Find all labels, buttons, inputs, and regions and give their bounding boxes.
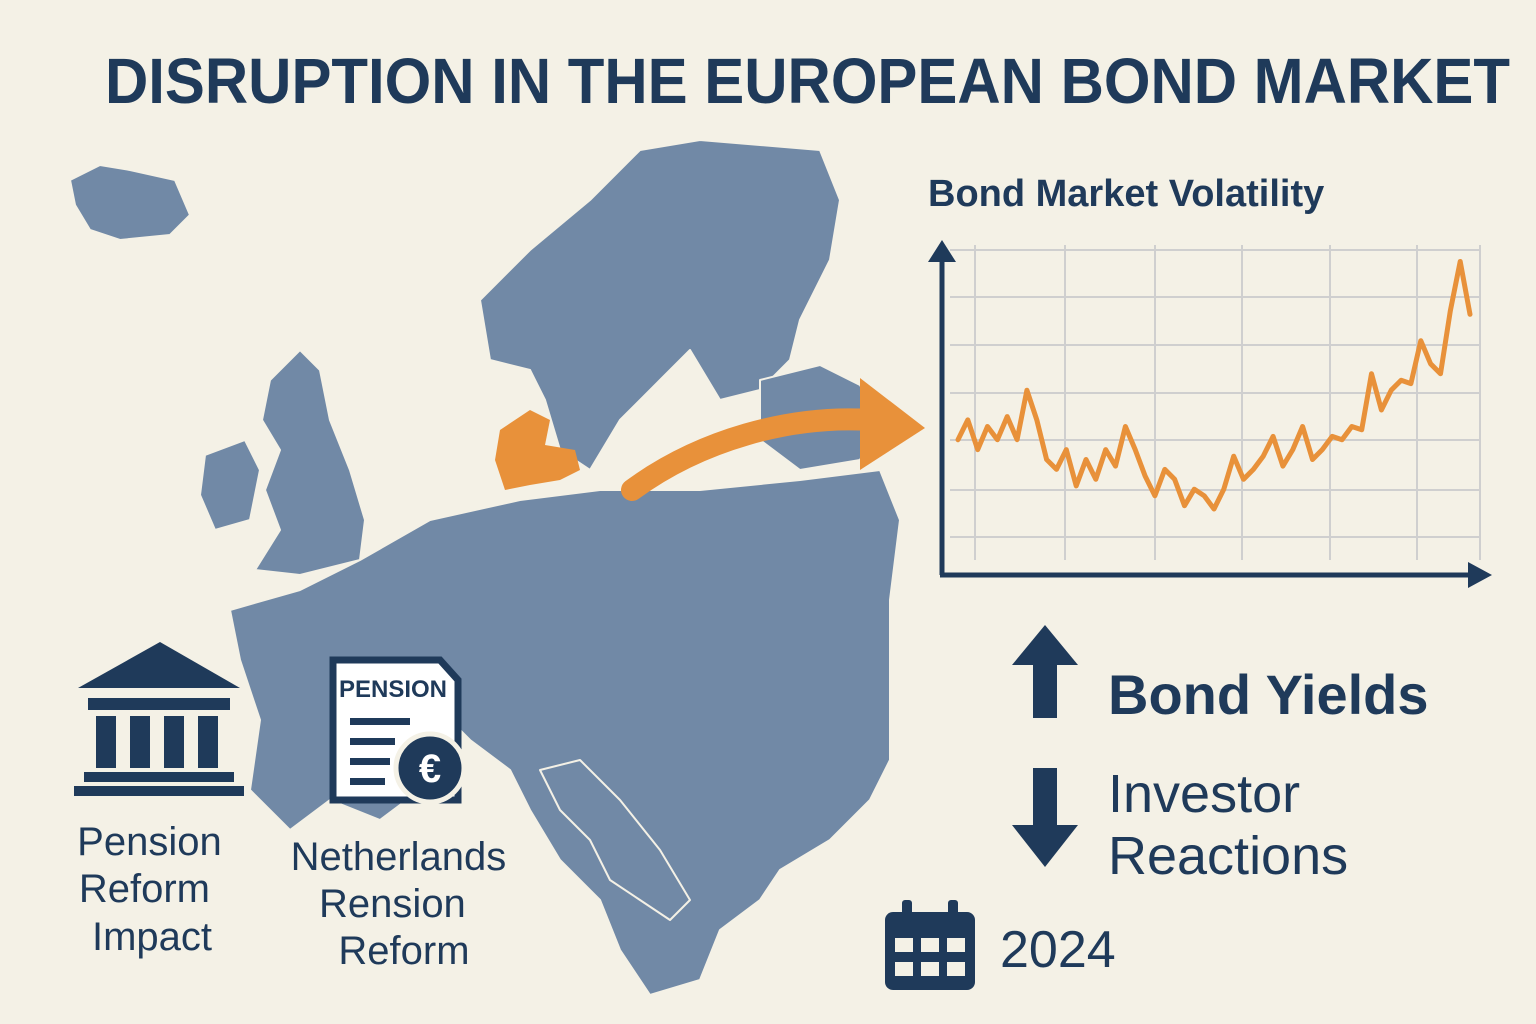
center-label: Netherlands Rension Reform <box>291 835 518 973</box>
cell <box>947 938 965 952</box>
label-line: Rension <box>319 882 466 926</box>
label-line: Investor <box>1108 764 1300 824</box>
flow-arrow-head <box>860 378 925 470</box>
investor-reactions-label: Investor Reactions <box>1108 764 1348 886</box>
document-heading: PENSION <box>339 676 447 703</box>
label-line: Impact <box>92 915 212 959</box>
ireland <box>199 439 261 531</box>
arrow-head <box>1012 825 1078 867</box>
bank-column <box>130 716 150 768</box>
y-axis-arrow <box>928 240 956 262</box>
calendar-icon <box>885 900 975 990</box>
continental-europe <box>229 469 901 996</box>
up-arrow <box>1012 625 1078 718</box>
bank-base <box>74 786 244 796</box>
calendar-ring <box>948 900 958 922</box>
calendar-cells <box>895 938 965 976</box>
iceland <box>69 164 191 241</box>
denmark <box>495 410 580 490</box>
bank-beam <box>88 698 230 710</box>
label-line: Reform <box>79 867 210 911</box>
flow-arrow <box>621 408 881 501</box>
bank-icon <box>74 642 244 796</box>
label-line: Reform <box>338 929 469 973</box>
coin <box>393 731 467 805</box>
arrow-shaft <box>1033 662 1057 718</box>
arrow-head <box>1012 625 1078 665</box>
cell <box>895 962 913 976</box>
pension-document-icon: PENSION € <box>329 656 467 805</box>
grid <box>950 245 1481 560</box>
down-arrow <box>1012 768 1078 867</box>
cell <box>947 962 965 976</box>
year-label: 2024 <box>1000 921 1116 979</box>
scandinavia <box>479 139 841 471</box>
bond-yields-label: Bond Yields <box>1108 663 1429 726</box>
label-line: Reactions <box>1108 826 1348 886</box>
document-line <box>350 758 390 765</box>
cell <box>921 962 939 976</box>
italy <box>539 759 691 921</box>
document-line <box>350 718 410 725</box>
page-title: DISRUPTION IN THE EUROPEAN BOND MARKET <box>105 45 1510 117</box>
great-britain <box>254 349 366 576</box>
left-label: Pension Reform Impact <box>77 820 233 959</box>
cell <box>921 938 939 952</box>
x-axis-arrow <box>1468 562 1492 588</box>
bank-column <box>96 716 116 768</box>
bank-column <box>198 716 218 768</box>
calendar-ring <box>902 900 912 922</box>
bank-column <box>164 716 184 768</box>
bank-base <box>84 772 234 782</box>
currency-symbol: € <box>419 747 441 791</box>
bank-roof <box>78 642 240 688</box>
chart-title: Bond Market Volatility <box>928 173 1324 215</box>
document-line <box>350 738 395 745</box>
label-line: Pension <box>77 820 222 864</box>
plot <box>955 259 1473 512</box>
arrow-shaft <box>1033 768 1057 828</box>
cell <box>895 938 913 952</box>
document-line <box>350 778 385 785</box>
volatility-line <box>955 259 1473 512</box>
label-line: Netherlands <box>291 835 507 879</box>
